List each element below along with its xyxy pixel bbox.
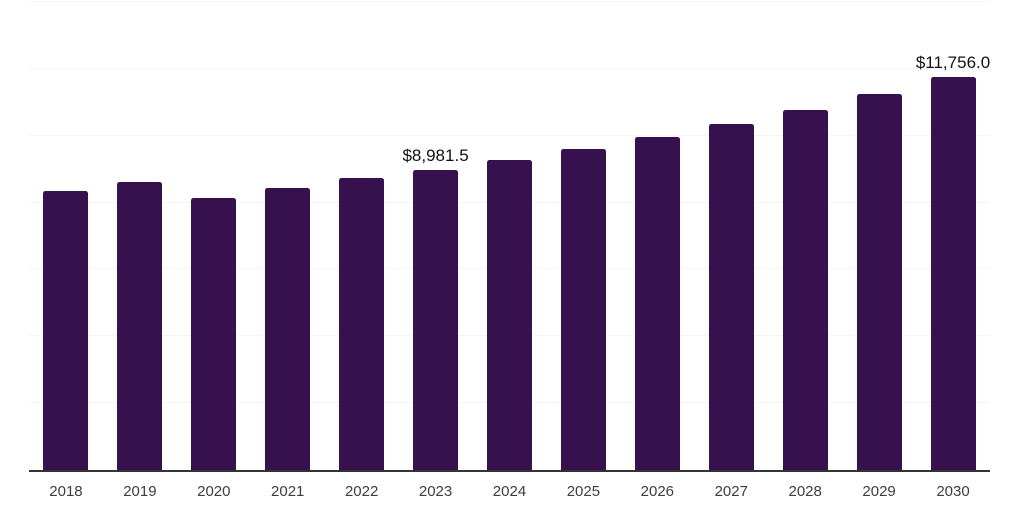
x-tick-label-2020: 2020 bbox=[197, 483, 231, 500]
bar-2024 bbox=[486, 160, 532, 470]
bars-container: $8,981.5 $11,756.0 bbox=[29, 2, 990, 470]
bar-2026 bbox=[634, 137, 680, 470]
bar-2030 bbox=[930, 77, 976, 470]
data-label-2023: $8,981.5 bbox=[402, 145, 469, 165]
x-tick-label-2024: 2024 bbox=[492, 483, 527, 500]
plot-area: $8,981.5 $11,756.0 bbox=[29, 1, 990, 472]
x-tick-label-2027: 2027 bbox=[714, 483, 748, 500]
x-tick-label-2022: 2022 bbox=[344, 483, 379, 500]
x-tick-label-2021: 2021 bbox=[271, 483, 305, 500]
x-tick-label-2029: 2029 bbox=[862, 483, 896, 500]
x-tick-label-2018: 2018 bbox=[49, 483, 83, 500]
bar-2021 bbox=[265, 187, 311, 470]
bar-2020 bbox=[191, 197, 237, 470]
bar-2023 bbox=[413, 169, 459, 470]
x-tick-label-2028: 2028 bbox=[788, 483, 822, 500]
bar-cell-2023: $8,981.5 bbox=[399, 2, 473, 470]
bar-cell-2024 bbox=[473, 2, 547, 470]
bar-cell-2021 bbox=[251, 2, 325, 470]
x-tick-label-2019: 2019 bbox=[123, 483, 157, 500]
bar-cell-2025 bbox=[546, 2, 620, 470]
x-axis-line bbox=[29, 470, 990, 472]
data-label-2030: $11,756.0 bbox=[915, 53, 991, 73]
x-tick-label-2026: 2026 bbox=[640, 483, 675, 500]
bar-cell-2020 bbox=[177, 2, 251, 470]
gridline bbox=[29, 1, 990, 2]
bar-2027 bbox=[708, 123, 754, 470]
bar-cell-2029 bbox=[842, 2, 916, 470]
bar-cell-2026 bbox=[620, 2, 694, 470]
bar-cell-2030: $11,756.0 bbox=[916, 2, 990, 470]
x-tick-label-2023: 2023 bbox=[418, 483, 453, 500]
bar-2019 bbox=[117, 181, 163, 470]
bar-cell-2019 bbox=[103, 2, 177, 470]
bar-cell-2028 bbox=[768, 2, 842, 470]
bar-cell-2018 bbox=[29, 2, 103, 470]
x-tick-label-2030: 2030 bbox=[936, 483, 970, 500]
bar-2029 bbox=[856, 94, 902, 470]
bar-2028 bbox=[782, 110, 828, 470]
x-axis-labels: 2018 2019 2020 2021 2022 2023 2024 2025 2026 2027… bbox=[29, 470, 990, 512]
bar-2018 bbox=[43, 190, 89, 470]
bar-2022 bbox=[339, 178, 385, 470]
bar-cell-2027 bbox=[694, 2, 768, 470]
x-tick-label-2025: 2025 bbox=[566, 483, 601, 500]
gridline bbox=[29, 134, 990, 136]
bar-2025 bbox=[560, 149, 606, 470]
bar-cell-2022 bbox=[325, 2, 399, 470]
gridline bbox=[29, 67, 990, 69]
